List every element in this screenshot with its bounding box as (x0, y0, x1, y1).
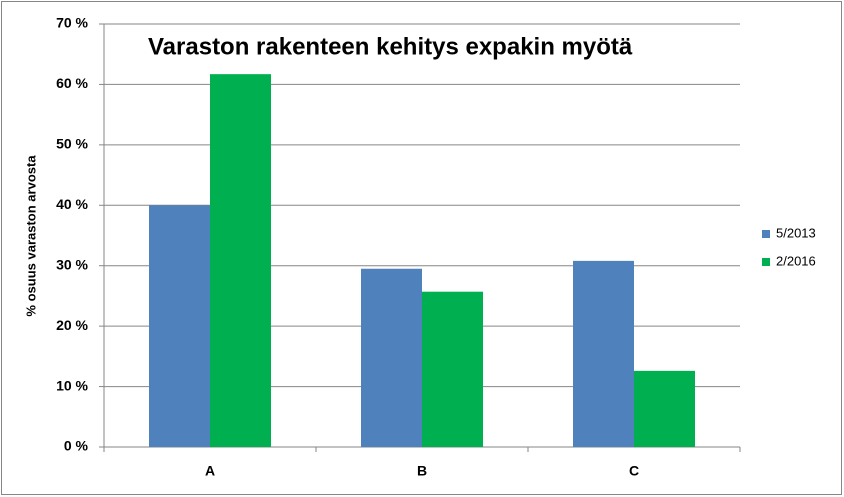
y-tick-label: 70 % (56, 15, 88, 31)
x-tick-label: C (629, 463, 639, 479)
y-tick-label: 50 % (56, 136, 88, 152)
legend-label: 5/2013 (776, 225, 816, 240)
bar (422, 291, 483, 447)
bar (634, 370, 695, 447)
legend-swatch (762, 230, 770, 238)
bar (361, 268, 422, 447)
bar (573, 260, 634, 447)
bar (210, 74, 271, 448)
x-tick-label: A (205, 463, 215, 479)
bar (149, 205, 210, 447)
y-tick-label: 20 % (56, 317, 88, 333)
y-tick-label: 40 % (56, 196, 88, 212)
y-tick-label: 10 % (56, 377, 88, 393)
legend-label: 2/2016 (776, 253, 816, 268)
y-tick-label: 60 % (56, 75, 88, 91)
legend-swatch (762, 258, 770, 266)
x-tick-label: B (417, 463, 427, 479)
y-axis-label: % osuus varaston arvosta (23, 155, 38, 317)
y-tick-label: 30 % (56, 256, 88, 272)
chart-title: Varaston rakenteen kehitys expakin myötä (148, 33, 633, 60)
y-tick-label: 0 % (64, 438, 89, 454)
